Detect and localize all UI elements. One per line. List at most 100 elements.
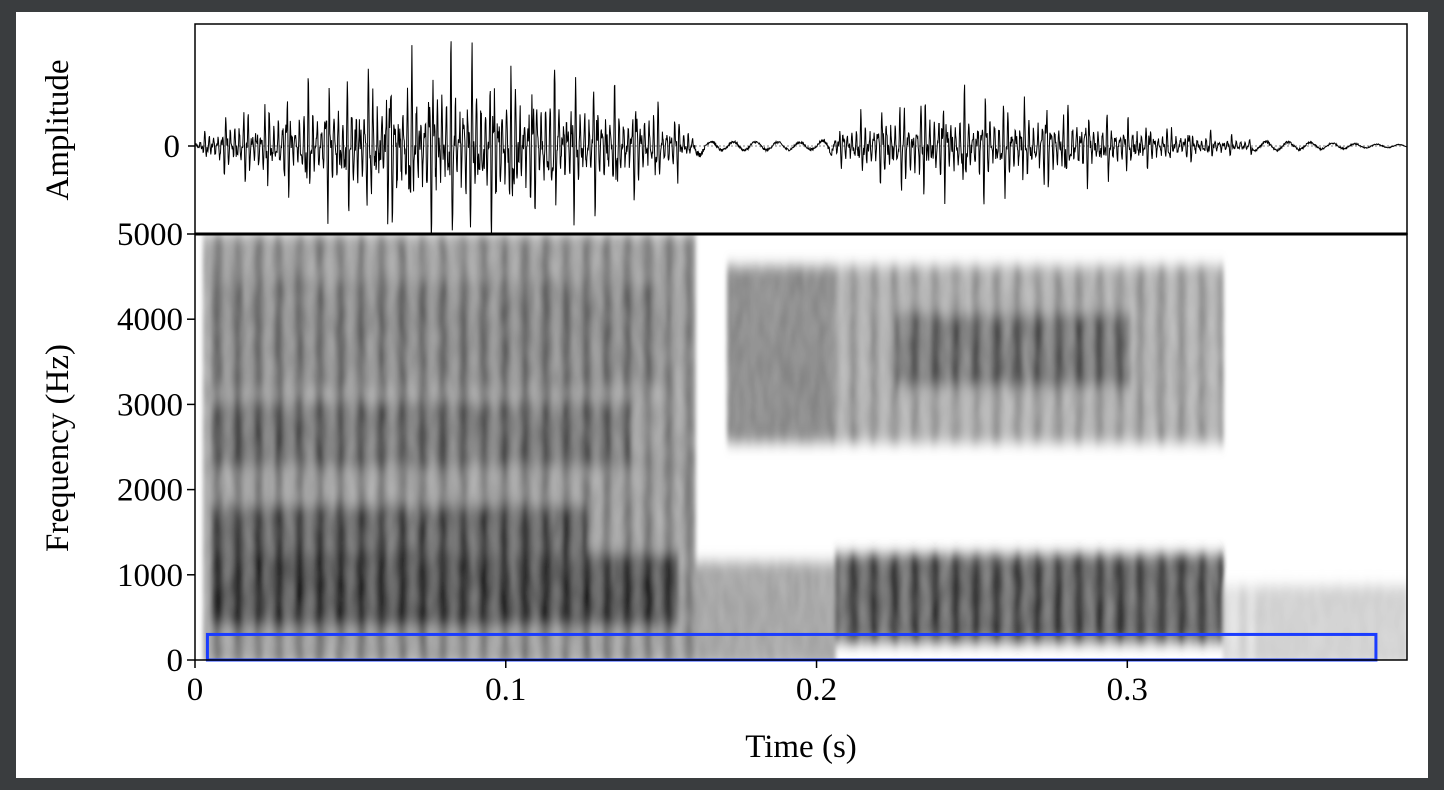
spectrogram-cell xyxy=(475,354,480,363)
spectrogram-cell xyxy=(495,274,500,283)
spectrogram-cell xyxy=(327,282,332,291)
spectrogram-cell xyxy=(239,466,244,475)
spectrogram-cell xyxy=(559,378,564,387)
spectrogram-cell xyxy=(223,330,228,339)
spectrogram-cell xyxy=(235,506,240,515)
spectrogram-cell xyxy=(287,562,292,571)
spectrogram-cell xyxy=(455,442,460,451)
spectrogram-cell xyxy=(371,290,376,299)
spectrogram-cell xyxy=(431,474,436,483)
spectrogram-cell xyxy=(327,322,332,331)
spectrogram-cell xyxy=(371,442,376,451)
spectrogram-cell xyxy=(271,266,276,275)
spectrogram-cell xyxy=(439,258,444,267)
spectrogram-cell xyxy=(287,554,292,563)
spectrogram-cell xyxy=(235,570,240,579)
spectrogram-cell xyxy=(383,418,388,427)
spectrogram-cell xyxy=(455,242,460,251)
spectrogram-cell xyxy=(211,506,216,515)
spectrogram-cell xyxy=(347,610,352,619)
spectrogram-cell xyxy=(279,498,284,507)
spectrogram-cell xyxy=(223,514,228,523)
spectrogram-cell xyxy=(275,602,280,611)
spectrogram-cell xyxy=(215,506,220,515)
spectrogram-cell xyxy=(523,322,528,331)
spectrogram-cell xyxy=(475,274,480,283)
spectrogram-cell xyxy=(491,506,496,515)
spectrogram-cell xyxy=(551,562,556,571)
spectrogram-cell xyxy=(339,626,344,635)
spectrogram-cell xyxy=(207,546,212,555)
spectrogram-cell xyxy=(331,386,336,395)
spectrogram-cell xyxy=(247,298,252,307)
spectrogram-cell xyxy=(255,330,260,339)
spectrogram-cell xyxy=(203,570,208,579)
spectrogram-cell xyxy=(355,322,360,331)
spectrogram-cell xyxy=(459,346,464,355)
spectrogram-cell xyxy=(559,306,564,315)
spectrogram-cell xyxy=(503,354,508,363)
spectrogram-cell xyxy=(455,586,460,595)
spectrogram-cell xyxy=(515,562,520,571)
spectrogram-cell xyxy=(515,322,520,331)
spectrogram-cell xyxy=(271,402,276,411)
spectrogram-cell xyxy=(367,338,372,347)
spectrogram-cell xyxy=(499,618,504,627)
spectrogram-cell xyxy=(243,474,248,483)
spectrogram-cell xyxy=(367,378,372,387)
spectrogram-cell xyxy=(495,434,500,443)
spectrogram-cell xyxy=(259,394,264,403)
spectrogram-cell xyxy=(227,514,232,523)
spectrogram-cell xyxy=(555,290,560,299)
spectrogram-cell xyxy=(511,522,516,531)
spectrogram-cell xyxy=(343,322,348,331)
spectrogram-cell xyxy=(447,442,452,451)
spectrogram-cell xyxy=(455,578,460,587)
spectrogram-cell xyxy=(423,370,428,379)
spectrogram-cell xyxy=(351,490,356,499)
spectrogram-cell xyxy=(367,290,372,299)
spectrogram-cell xyxy=(419,322,424,331)
spectrogram-cell xyxy=(231,386,236,395)
spectrogram-cell xyxy=(247,314,252,323)
spectrogram-cell xyxy=(371,234,376,243)
spectrogram-cell xyxy=(303,626,308,635)
spectrogram-cell xyxy=(339,386,344,395)
spectrogram-cell xyxy=(511,602,516,611)
spectrogram-cell xyxy=(451,650,456,659)
spectrogram-cell xyxy=(351,234,356,243)
spectrogram-cell xyxy=(523,482,528,491)
spectrogram-cell xyxy=(227,274,232,283)
spectrogram-cell xyxy=(291,450,296,459)
spectrogram-cell xyxy=(367,386,372,395)
spectrogram-cell xyxy=(343,258,348,267)
spectrogram-cell xyxy=(311,274,316,283)
spectrogram-cell xyxy=(335,442,340,451)
spectrogram-cell xyxy=(299,258,304,267)
spectrogram-cell xyxy=(363,490,368,499)
spectrogram-cell xyxy=(303,250,308,259)
spectrogram-cell xyxy=(335,362,340,371)
spectrogram-cell xyxy=(503,370,508,379)
spectrogram-cell xyxy=(267,458,272,467)
spectrogram-cell xyxy=(267,410,272,419)
spectrogram-cell xyxy=(315,402,320,411)
spectrogram-cell xyxy=(399,530,404,539)
spectrogram-cell xyxy=(447,634,452,643)
spectrogram-cell xyxy=(335,274,340,283)
spectrogram-cell xyxy=(291,274,296,283)
spectrogram-cell xyxy=(539,322,544,331)
spectrogram-cell xyxy=(411,250,416,259)
spectrogram-cell xyxy=(239,514,244,523)
spectrogram-cell xyxy=(223,394,228,403)
spectrogram-cell xyxy=(323,322,328,331)
spectrogram-cell xyxy=(427,626,432,635)
spectrogram-cell xyxy=(311,250,316,259)
spectrogram-cell xyxy=(339,482,344,491)
spectrogram-cell xyxy=(531,490,536,499)
spectrogram-cell xyxy=(215,610,220,619)
spectrogram-cell xyxy=(343,498,348,507)
spectrogram-cell xyxy=(275,546,280,555)
spectrogram-cell xyxy=(539,506,544,515)
spectrogram-cell xyxy=(411,394,416,403)
